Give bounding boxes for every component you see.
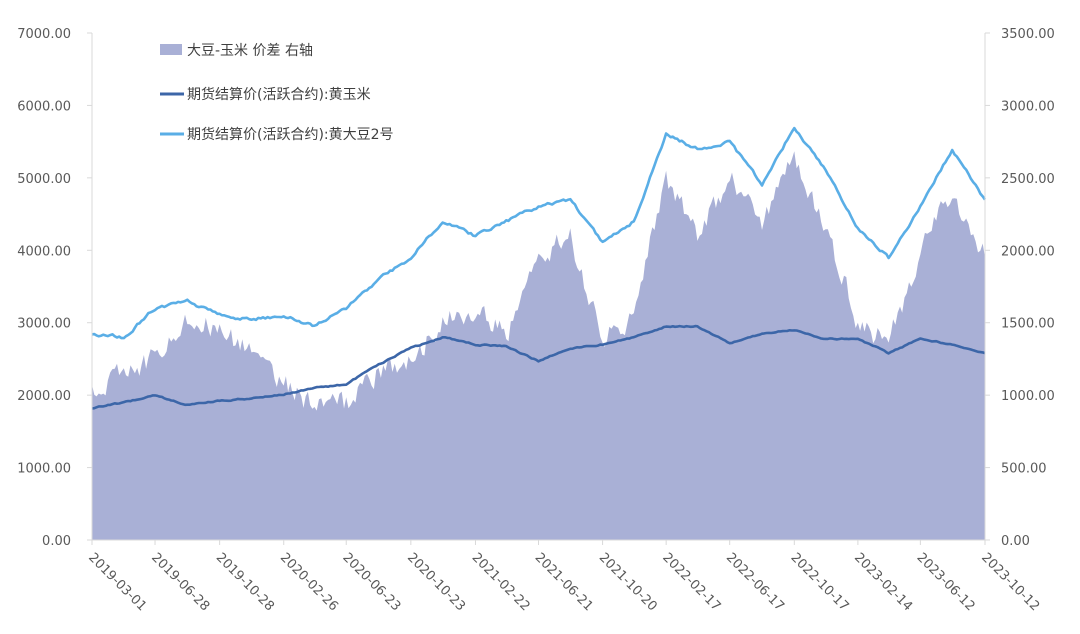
legend-label: 期货结算价(活跃合约):黄大豆2号 <box>187 126 394 143</box>
y-right-tick-label: 2500.00 <box>1001 172 1055 187</box>
x-tick-label: 2022-02-17 <box>659 550 723 614</box>
x-tick-label: 2019-06-28 <box>148 550 212 614</box>
legend-label: 大豆-玉米 价差 右轴 <box>187 43 313 59</box>
price-lines-layer <box>91 126 987 410</box>
legend: 大豆-玉米 价差 右轴期货结算价(活跃合约):黄玉米期货结算价(活跃合约):黄大… <box>160 43 394 143</box>
x-tick-label: 2019-03-01 <box>85 550 149 614</box>
y-right-tick-label: 0.00 <box>1001 534 1030 549</box>
x-tick-label: 2021-02-22 <box>469 550 533 614</box>
y-left-tick-label: 0.00 <box>42 534 71 549</box>
y-right-tick-label: 500.00 <box>1001 462 1047 477</box>
spread-area-series <box>92 151 985 540</box>
legend-swatch-spread <box>160 44 182 55</box>
y-left-tick-label: 7000.00 <box>17 27 71 42</box>
y-left-tick-label: 5000.00 <box>17 172 71 187</box>
x-tick-label: 2021-06-21 <box>532 550 596 614</box>
spread-area-layer <box>92 151 985 540</box>
y-left-tick-label: 4000.00 <box>17 244 71 259</box>
y-left-tick-label: 6000.00 <box>17 99 71 114</box>
y-left-tick-label: 2000.00 <box>17 389 71 404</box>
y-right-tick-label: 2000.00 <box>1001 244 1055 259</box>
corn-price-line <box>91 324 986 410</box>
y-right-tick-label: 1000.00 <box>1001 389 1055 404</box>
legend-label: 期货结算价(活跃合约):黄玉米 <box>187 86 371 103</box>
y-left-tick-label: 1000.00 <box>17 462 71 477</box>
x-tick-label: 2021-10-20 <box>596 550 660 614</box>
x-tick-label: 2022-06-17 <box>723 550 787 614</box>
x-tick-label: 2020-02-26 <box>277 550 341 614</box>
y-right-tick-label: 3000.00 <box>1001 99 1055 114</box>
x-tick-label: 2020-10-23 <box>404 550 468 614</box>
soybean-price-line <box>91 126 987 340</box>
y-right-tick-label: 3500.00 <box>1001 27 1055 42</box>
x-tick-label: 2023-06-12 <box>914 550 978 614</box>
x-tick-label: 2019-10-28 <box>213 550 277 614</box>
y-left-tick-label: 3000.00 <box>17 317 71 332</box>
x-tick-label: 2023-02-14 <box>851 550 915 614</box>
x-tick-label: 2020-06-23 <box>339 550 403 614</box>
y-right-tick-label: 1500.00 <box>1001 317 1055 332</box>
x-tick-label: 2022-10-17 <box>787 550 851 614</box>
x-tick-label: 2023-10-12 <box>978 550 1042 614</box>
